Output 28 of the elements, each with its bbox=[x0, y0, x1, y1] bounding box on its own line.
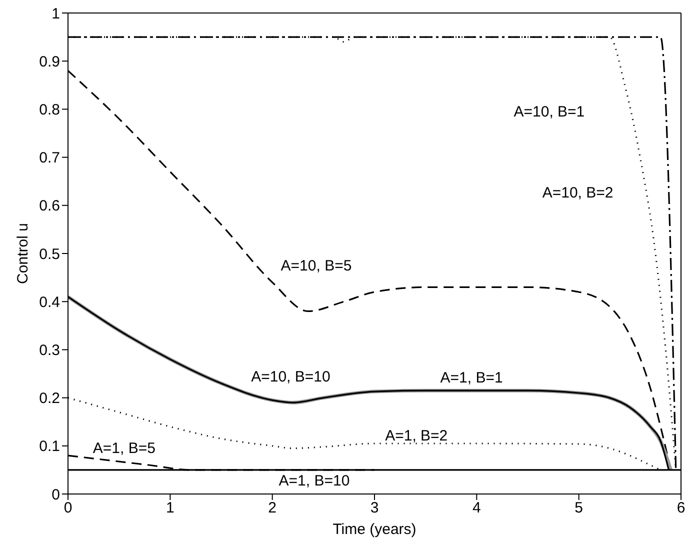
annotation: A=10, B=5 bbox=[280, 257, 352, 274]
x-tick-label: 2 bbox=[268, 500, 277, 517]
y-tick-label: 0.9 bbox=[39, 53, 60, 70]
y-tick-label: 0.8 bbox=[39, 102, 60, 119]
y-tick-label: 0.7 bbox=[39, 150, 60, 167]
x-tick-label: 0 bbox=[64, 500, 72, 517]
annotation: A=10, B=1 bbox=[514, 103, 585, 120]
annotation: A=1, B=10 bbox=[278, 472, 350, 490]
y-tick-label: 0.2 bbox=[39, 390, 60, 408]
y-tick-label: 0.4 bbox=[39, 294, 60, 311]
x-tick-label: 1 bbox=[166, 500, 174, 517]
x-tick-label: 6 bbox=[676, 500, 686, 517]
x-axis-title: Time (years) bbox=[332, 521, 416, 538]
y-tick-label: 0.3 bbox=[39, 342, 60, 360]
x-tick-label: 5 bbox=[574, 500, 584, 517]
y-tick-label: 0 bbox=[52, 486, 60, 504]
y-tick-label: 1 bbox=[52, 5, 60, 22]
x-tick-label: 3 bbox=[370, 500, 379, 517]
annotation: A=10, B=2 bbox=[542, 184, 614, 202]
annotation: A=1, B=1 bbox=[440, 369, 503, 386]
annotation: A=1, B=2 bbox=[385, 428, 448, 445]
y-tick-label: 0.1 bbox=[39, 438, 60, 456]
x-tick-label: 4 bbox=[472, 500, 481, 517]
annotation: A=1, B=5 bbox=[92, 440, 156, 458]
annotation: A=10, B=10 bbox=[251, 368, 330, 386]
y-axis-title: Control u bbox=[14, 223, 32, 284]
y-tick-label: 0.5 bbox=[39, 246, 60, 263]
y-tick-label: 0.6 bbox=[39, 198, 60, 215]
